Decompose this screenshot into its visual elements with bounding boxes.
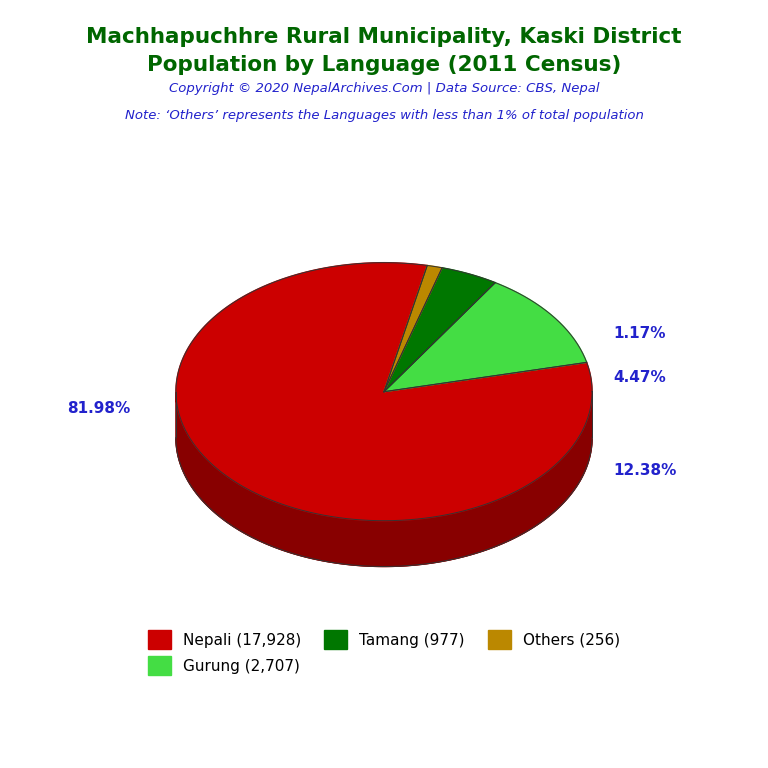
Text: Copyright © 2020 NepalArchives.Com | Data Source: CBS, Nepal: Copyright © 2020 NepalArchives.Com | Dat… (169, 82, 599, 95)
Text: Note: ‘Others’ represents the Languages with less than 1% of total population: Note: ‘Others’ represents the Languages … (124, 109, 644, 122)
Text: 4.47%: 4.47% (613, 369, 666, 385)
Polygon shape (384, 266, 442, 392)
Polygon shape (176, 392, 592, 567)
Text: 1.17%: 1.17% (613, 326, 665, 341)
Polygon shape (384, 283, 587, 392)
Polygon shape (176, 263, 592, 521)
Text: Machhapuchhre Rural Municipality, Kaski District: Machhapuchhre Rural Municipality, Kaski … (86, 27, 682, 47)
Polygon shape (176, 438, 592, 567)
Text: 12.38%: 12.38% (613, 463, 677, 478)
Text: 81.98%: 81.98% (67, 401, 130, 415)
Legend: Nepali (17,928), Gurung (2,707), Tamang (977), Others (256): Nepali (17,928), Gurung (2,707), Tamang … (142, 624, 626, 681)
Text: Population by Language (2011 Census): Population by Language (2011 Census) (147, 55, 621, 75)
Polygon shape (384, 268, 495, 392)
